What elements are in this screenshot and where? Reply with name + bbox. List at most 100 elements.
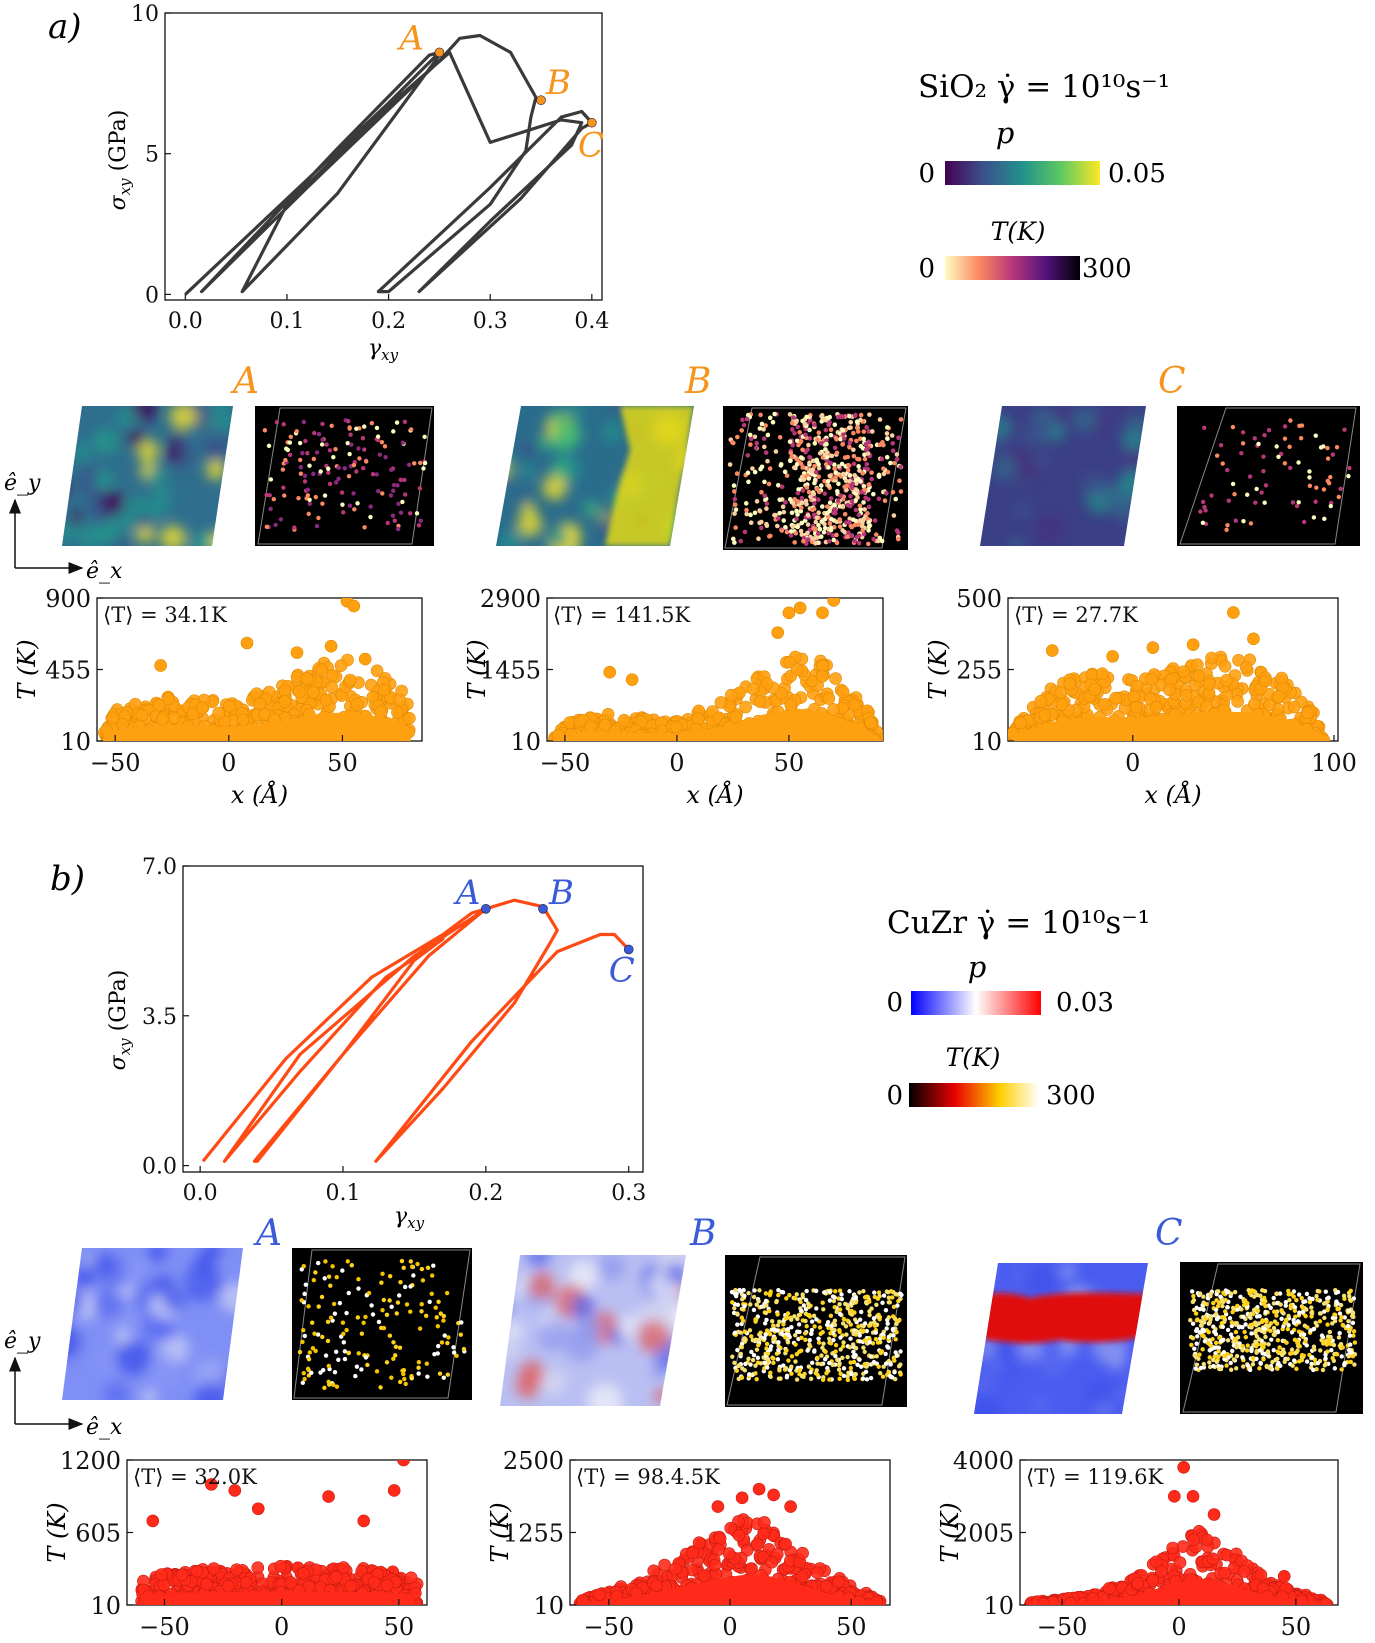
atom-dot [1258,1293,1263,1298]
pressure-blob [92,427,120,455]
atom-dot [407,511,413,516]
atom-dot [375,434,381,439]
atom-dot [454,1353,459,1359]
atom-dot [849,533,854,539]
outlier-point [1186,638,1200,651]
atom-dot [849,1371,854,1377]
atom-dot [1245,492,1250,497]
pressure-blob [505,1321,523,1339]
atom-dot [1240,441,1246,446]
atom-dot [1189,1289,1195,1294]
pressure-blob [517,511,543,537]
atom-dot [873,1330,879,1335]
atom-dot [808,1370,813,1375]
atom-dot [851,453,857,459]
panel-a-label: a) [48,7,82,47]
atom-dot [1207,1348,1212,1353]
atom-dot [765,458,770,464]
atom-dot [363,1355,369,1360]
atom-dot [333,480,339,485]
atom-dot [408,1259,414,1264]
pressure-blob [218,1281,243,1313]
atom-dot [872,1290,877,1295]
atom-dot [418,518,423,523]
atom-dot [313,494,318,500]
atom-dot [331,455,336,460]
atom-dot [1351,1329,1357,1334]
atom-dot [1299,1295,1304,1301]
mean-temperature-annotation: ⟨T⟩ = 27.7K [1014,603,1138,627]
atom-dot [759,464,765,470]
t-colorbar [945,256,1080,280]
y-axis-label: T (K) [13,639,41,699]
atom-dot [763,1332,768,1337]
atom-dot [419,1302,424,1307]
pressure-blob [519,441,538,459]
pressure-blob [565,406,585,420]
atom-dot [862,452,867,458]
atom-dot [860,520,865,526]
atom-dot [796,1312,802,1318]
data-point [822,692,836,705]
data-point [380,1579,394,1592]
atom-dot [387,1273,393,1279]
stress-strain-curve [184,33,594,296]
atom-dot [366,1290,372,1296]
atom-dot [391,1356,396,1361]
atom-dot [799,1335,804,1341]
atom-dot [866,429,872,434]
atom-dot [376,489,381,494]
outlier-point [324,639,338,653]
atom-dot [764,501,770,506]
atom-dot [791,415,796,420]
atom-dot [1254,486,1259,492]
pressure-blob [980,434,993,457]
atom-dot [434,1315,439,1320]
data-point [300,672,314,685]
atom-dot [417,1326,423,1331]
pressure-blob [665,1262,686,1285]
atom-dot [1201,1307,1206,1312]
temperature-map-b-C [1180,1262,1363,1414]
atom-dot [861,1328,866,1334]
atom-dot [773,449,779,454]
data-point [1272,690,1286,704]
atom-dot [864,1377,870,1382]
atom-dot [884,431,890,436]
atom-dot [732,1360,737,1366]
atom-dot [1348,1297,1353,1303]
pressure-blob [500,1298,512,1318]
atom-dot [427,1299,432,1305]
outlier-point [146,1514,160,1528]
atom-dot [783,1335,788,1340]
atom-dot [855,495,860,500]
atom-dot [1262,432,1267,438]
x-tick-label: 50 [384,1613,415,1641]
atom-dot [893,1350,898,1355]
atom-dot [732,496,738,502]
atom-dot [1200,520,1206,526]
atom-dot [1276,1360,1281,1366]
x-axis-label: γxy [394,1204,425,1232]
atom-dot [812,422,817,427]
atom-dot [1263,1303,1268,1309]
atom-dot [301,1370,306,1376]
atom-dot [1211,1363,1216,1369]
atom-dot [775,516,781,521]
atom-dot [414,511,420,516]
atom-dot [789,1325,794,1330]
atom-dot [899,1292,904,1298]
atom-dot [1327,1337,1332,1342]
atom-dot [754,440,759,446]
atom-dot [797,1367,803,1373]
atom-dot [884,1289,890,1294]
atom-dot [839,1296,845,1302]
stress-strain-curve [201,898,630,1163]
pressure-blob [160,525,186,546]
atom-dot [1281,1311,1286,1316]
atom-dot [346,1350,351,1356]
atom-dot [753,1337,758,1342]
atom-dot [781,1322,786,1327]
atom-dot [332,1311,338,1316]
plot-frame [164,12,603,301]
